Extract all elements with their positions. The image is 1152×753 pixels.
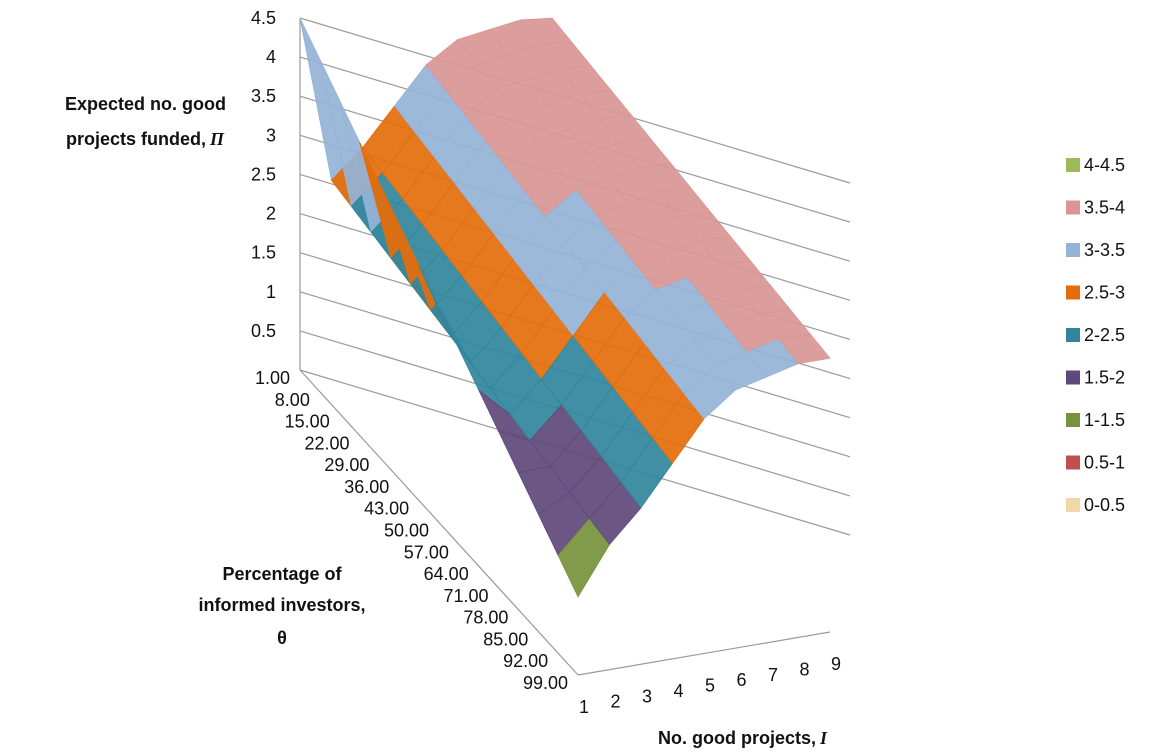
- theta-tick-label: 71.00: [444, 586, 489, 606]
- legend-swatch: [1066, 243, 1080, 257]
- legend-swatch: [1066, 498, 1080, 512]
- theta-tick-label: 64.00: [424, 564, 469, 584]
- theta-tick-label: 85.00: [483, 629, 528, 649]
- theta-tick-label: 36.00: [344, 477, 389, 497]
- theta-tick-label: 29.00: [324, 455, 369, 475]
- theta-axis-title-line1: Percentage of: [222, 564, 342, 584]
- z-tick-label: 0.5: [251, 321, 276, 341]
- i-tick-label: 4: [673, 681, 683, 701]
- z-tick-label: 2.5: [251, 164, 276, 184]
- theta-tick-label: 50.00: [384, 521, 429, 541]
- floor-edge: [299, 369, 579, 676]
- legend-label: 1-1.5: [1084, 410, 1125, 430]
- legend-swatch: [1066, 158, 1080, 172]
- i-tick-label: 2: [610, 692, 620, 712]
- surface-plot: [299, 17, 831, 598]
- theta-axis-title-line2: informed investors,: [198, 595, 365, 615]
- legend-swatch: [1066, 413, 1080, 427]
- i-tick-label: 1: [579, 697, 589, 717]
- z-tick-label: 4: [266, 47, 276, 67]
- i-tick-label: 8: [799, 659, 809, 679]
- theta-tick-label: 1.00: [255, 368, 290, 388]
- theta-tick-label: 15.00: [285, 412, 330, 432]
- theta-axis-tick-labels: 1.008.0015.0022.0029.0036.0043.0050.0057…: [255, 368, 568, 693]
- i-tick-label: 3: [642, 686, 652, 706]
- z-tick-label: 3: [266, 125, 276, 145]
- surface-patch: [777, 333, 831, 365]
- i-tick-label: 7: [768, 665, 778, 685]
- legend-label: 0-0.5: [1084, 495, 1125, 515]
- i-tick-label: 9: [831, 654, 841, 674]
- legend-label: 3-3.5: [1084, 240, 1125, 260]
- legend-label: 2-2.5: [1084, 325, 1125, 345]
- z-tick-label: 1: [266, 282, 276, 302]
- legend-swatch: [1066, 285, 1080, 300]
- theta-tick-label: 8.00: [275, 390, 310, 410]
- legend-swatch: [1066, 370, 1080, 385]
- theta-tick-label: 43.00: [364, 499, 409, 519]
- legend: 4-4.5 3.5-4 3-3.5 2.5-3 2-2.5 1.5-2 1-1.5 0.5-1…: [1066, 155, 1125, 515]
- legend-label: 0.5-1: [1084, 453, 1125, 473]
- theta-tick-label: 22.00: [305, 433, 350, 453]
- theta-tick-label: 92.00: [503, 651, 548, 671]
- legend-label: 1.5-2: [1084, 368, 1125, 388]
- legend-label: 3.5-4: [1084, 198, 1125, 218]
- theta-tick-label: 78.00: [463, 608, 508, 628]
- theta-tick-label: 99.00: [523, 673, 568, 693]
- theta-axis-title-symbol: θ: [277, 628, 287, 648]
- z-axis-title-line1: Expected no. good: [65, 94, 226, 114]
- legend-swatch: [1066, 200, 1080, 215]
- i-axis-title-symbol: I: [819, 728, 828, 748]
- i-axis-title: No. good projects,: [658, 728, 816, 748]
- z-axis-title-symbol: Π: [209, 129, 225, 149]
- z-tick-label: 3.5: [251, 86, 276, 106]
- i-tick-label: 5: [705, 676, 715, 696]
- legend-label: 4-4.5: [1084, 155, 1125, 175]
- i-axis-tick-labels: 1 2 3 4 5 6 7 8 9: [579, 654, 841, 717]
- z-tick-label: 4.5: [251, 8, 276, 28]
- z-tick-label: 1.5: [251, 243, 276, 263]
- z-axis-tick-labels: 0.5 1 1.5 2 2.5 3 3.5 4 4.5: [251, 8, 276, 341]
- i-tick-label: 6: [736, 670, 746, 690]
- legend-swatch: [1066, 455, 1080, 470]
- theta-tick-label: 57.00: [404, 542, 449, 562]
- floor-edge: [577, 631, 831, 676]
- z-tick-label: 2: [266, 204, 276, 224]
- legend-swatch: [1066, 328, 1080, 342]
- legend-label: 2.5-3: [1084, 283, 1125, 303]
- z-axis-title-line2: projects funded,: [66, 129, 206, 149]
